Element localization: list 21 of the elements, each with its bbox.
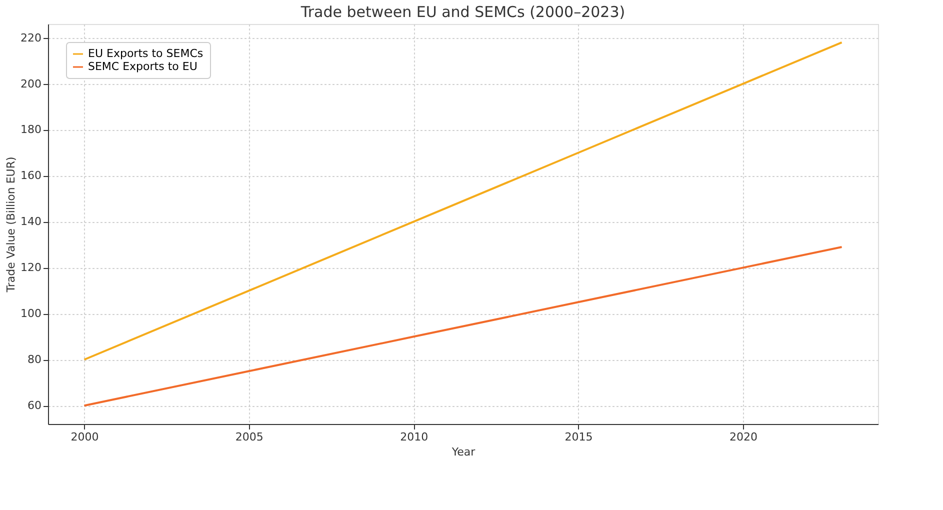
legend-label: EU Exports to SEMCs bbox=[88, 47, 204, 60]
y-tick-label: 200 bbox=[20, 77, 42, 90]
y-tick-label: 220 bbox=[20, 31, 42, 44]
line-series bbox=[83, 41, 843, 361]
y-tick-label: 60 bbox=[28, 399, 42, 412]
y-axis-title: Trade Value (Billion EUR) bbox=[4, 156, 18, 294]
x-tick-label: 2015 bbox=[564, 430, 593, 444]
x-tick-label: 2005 bbox=[235, 430, 264, 444]
x-tick-label: 2000 bbox=[70, 430, 99, 444]
y-tick-label: 160 bbox=[20, 169, 42, 182]
y-tick-label: 100 bbox=[20, 307, 42, 320]
line-series bbox=[83, 246, 843, 407]
legend-label: SEMC Exports to EU bbox=[88, 60, 198, 73]
y-tick-label: 140 bbox=[20, 215, 42, 228]
x-tick-label: 2010 bbox=[400, 430, 428, 444]
y-tick-label: 120 bbox=[20, 261, 42, 274]
y-tick-label: 180 bbox=[20, 123, 42, 136]
chart-title: Trade between EU and SEMCs (2000–2023) bbox=[300, 3, 626, 21]
x-axis-title: Year bbox=[450, 446, 476, 458]
x-tick-label: 2020 bbox=[729, 430, 758, 444]
y-tick-label: 80 bbox=[28, 353, 42, 366]
